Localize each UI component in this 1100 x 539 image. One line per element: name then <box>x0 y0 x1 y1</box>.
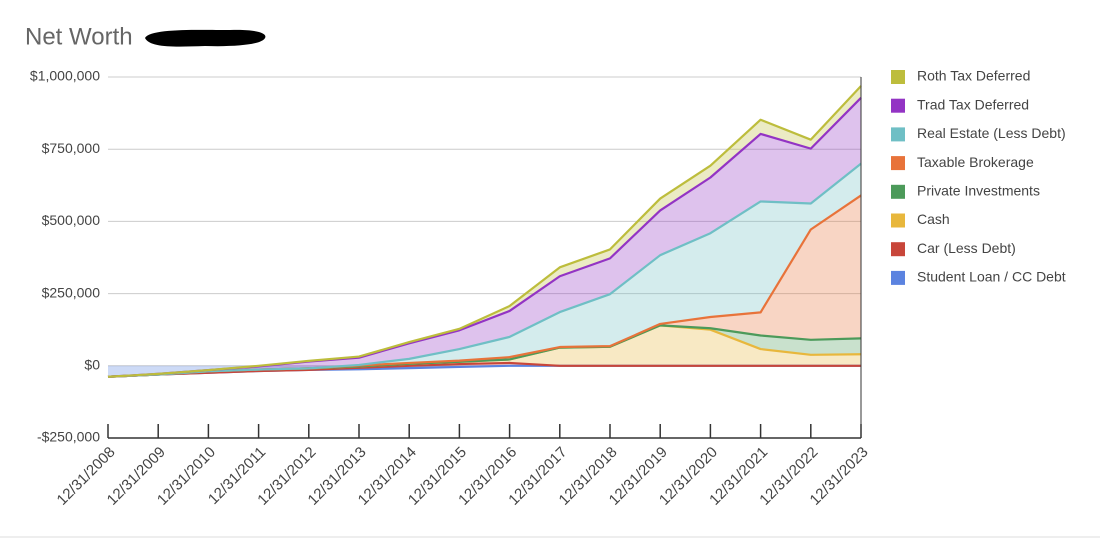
line <box>107 361 861 378</box>
line <box>107 85 862 378</box>
legend-swatch <box>891 242 905 257</box>
legend-label: Student Loan / CC Debt <box>917 269 1066 285</box>
area <box>108 325 861 377</box>
legend-label: Car (Less Debt) <box>917 240 1016 256</box>
redaction <box>145 29 266 47</box>
area <box>108 163 861 377</box>
legend-swatch <box>891 70 905 84</box>
legend-swatch <box>891 270 905 285</box>
legend-swatch <box>891 98 905 113</box>
legend-swatch <box>891 156 905 171</box>
y-tick-label: $750,000 <box>42 140 101 156</box>
y-tick-label: $500,000 <box>42 212 101 228</box>
y-tick-label: -$250,000 <box>37 429 100 445</box>
legend-label: Trad Tax Deferred <box>917 96 1029 112</box>
legend-label: Taxable Brokerage <box>917 154 1034 170</box>
y-tick-label: $1,000,000 <box>30 68 100 84</box>
y-tick-label: $0 <box>84 357 100 373</box>
legend-label: Roth Tax Deferred <box>917 68 1030 84</box>
legend-swatch <box>891 213 905 228</box>
legend-swatch <box>891 127 905 142</box>
y-tick-label: $250,000 <box>42 284 101 300</box>
legend-swatch <box>891 184 905 199</box>
chart-title: Net Worth <box>25 23 133 50</box>
legend-label: Real Estate (Less Debt) <box>917 125 1066 141</box>
line <box>107 162 862 378</box>
legend-label: Cash <box>917 211 950 227</box>
legend-label: Private Investments <box>917 183 1040 199</box>
